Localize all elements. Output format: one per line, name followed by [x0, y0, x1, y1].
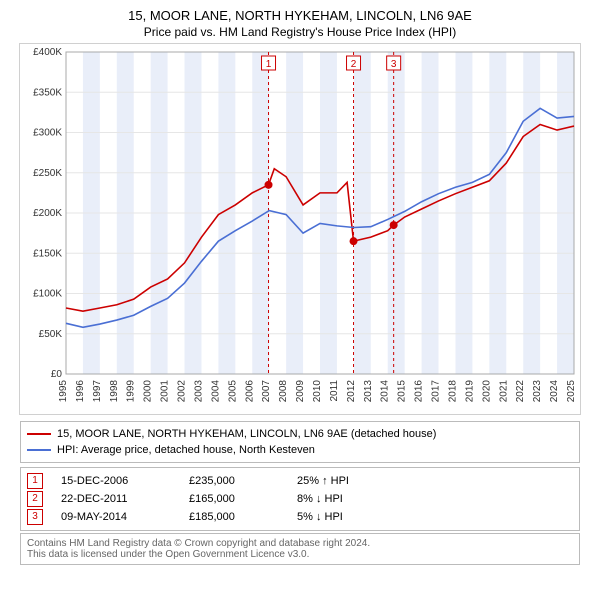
table-row: 3 09-MAY-2014 £185,000 5% ↓ HPI: [27, 508, 573, 526]
svg-text:2012: 2012: [346, 379, 357, 402]
svg-text:2022: 2022: [515, 379, 526, 402]
svg-text:£0: £0: [51, 369, 63, 380]
svg-text:2003: 2003: [193, 379, 204, 402]
svg-text:1995: 1995: [58, 379, 69, 402]
chart-canvas: £0 £50K £100K £150K £200K £250K £300K £350K £400…: [20, 44, 580, 414]
event-date: 22-DEC-2011: [61, 493, 171, 505]
event-price: £235,000: [189, 475, 279, 487]
svg-text:2008: 2008: [278, 379, 289, 402]
svg-text:2024: 2024: [549, 379, 560, 402]
event-delta: 8% ↓ HPI: [297, 493, 387, 505]
svg-text:£400K: £400K: [33, 47, 62, 58]
footer-line1: Contains HM Land Registry data © Crown c…: [27, 538, 573, 549]
svg-text:£350K: £350K: [33, 87, 62, 98]
svg-text:2006: 2006: [244, 379, 255, 402]
legend-item: 15, MOOR LANE, NORTH HYKEHAM, LINCOLN, L…: [27, 426, 573, 442]
svg-text:2025: 2025: [566, 379, 577, 402]
svg-text:2009: 2009: [295, 379, 306, 402]
svg-text:2000: 2000: [143, 379, 154, 402]
svg-text:2007: 2007: [261, 379, 272, 402]
svg-text:1996: 1996: [75, 379, 86, 402]
event-marker-2: 2: [27, 491, 43, 507]
chart-title-line1: 15, MOOR LANE, NORTH HYKEHAM, LINCOLN, L…: [10, 8, 590, 25]
event-date: 09-MAY-2014: [61, 511, 171, 523]
svg-text:2021: 2021: [498, 379, 509, 402]
event-delta: 25% ↑ HPI: [297, 475, 387, 487]
svg-text:2: 2: [351, 59, 357, 70]
footer-line2: This data is licensed under the Open Gov…: [27, 549, 573, 560]
legend-swatch-2: [27, 449, 51, 451]
event-price: £185,000: [189, 511, 279, 523]
svg-text:2002: 2002: [177, 379, 188, 402]
event-delta: 5% ↓ HPI: [297, 511, 387, 523]
svg-text:2004: 2004: [210, 379, 221, 402]
svg-text:2017: 2017: [431, 379, 442, 402]
svg-text:2015: 2015: [397, 379, 408, 402]
svg-text:£100K: £100K: [33, 288, 62, 299]
svg-text:£300K: £300K: [33, 127, 62, 138]
svg-text:£150K: £150K: [33, 248, 62, 259]
svg-text:2013: 2013: [363, 379, 374, 402]
svg-text:3: 3: [391, 59, 397, 70]
event-price: £165,000: [189, 493, 279, 505]
legend-label: 15, MOOR LANE, NORTH HYKEHAM, LINCOLN, L…: [57, 428, 436, 440]
svg-text:2019: 2019: [464, 379, 475, 402]
legend-swatch-1: [27, 433, 51, 435]
svg-text:2010: 2010: [312, 379, 323, 402]
event-marker-3: 3: [27, 509, 43, 525]
table-row: 2 22-DEC-2011 £165,000 8% ↓ HPI: [27, 490, 573, 508]
table-row: 1 15-DEC-2006 £235,000 25% ↑ HPI: [27, 472, 573, 490]
chart-title-line2: Price paid vs. HM Land Registry's House …: [10, 25, 590, 39]
event-date: 15-DEC-2006: [61, 475, 171, 487]
legend-label: HPI: Average price, detached house, Nort…: [57, 444, 315, 456]
event-marker-1: 1: [27, 473, 43, 489]
svg-text:2020: 2020: [481, 379, 492, 402]
legend-item: HPI: Average price, detached house, Nort…: [27, 442, 573, 458]
svg-text:2018: 2018: [447, 379, 458, 402]
svg-text:£250K: £250K: [33, 168, 62, 179]
svg-text:£200K: £200K: [33, 208, 62, 219]
svg-text:1999: 1999: [126, 379, 137, 402]
svg-text:2023: 2023: [532, 379, 543, 402]
svg-text:2011: 2011: [329, 379, 340, 401]
svg-text:2005: 2005: [227, 379, 238, 402]
price-chart: £0 £50K £100K £150K £200K £250K £300K £350K £400…: [19, 43, 581, 415]
svg-text:2014: 2014: [380, 379, 391, 402]
footer-attribution: Contains HM Land Registry data © Crown c…: [20, 533, 580, 565]
svg-text:2001: 2001: [160, 379, 171, 402]
sale-events-table: 1 15-DEC-2006 £235,000 25% ↑ HPI 2 22-DE…: [20, 467, 580, 531]
svg-text:1997: 1997: [92, 379, 103, 402]
legend: 15, MOOR LANE, NORTH HYKEHAM, LINCOLN, L…: [20, 421, 580, 463]
svg-text:1998: 1998: [109, 379, 120, 402]
svg-text:£50K: £50K: [39, 329, 63, 340]
svg-text:2016: 2016: [414, 379, 425, 402]
svg-text:1: 1: [266, 59, 272, 70]
